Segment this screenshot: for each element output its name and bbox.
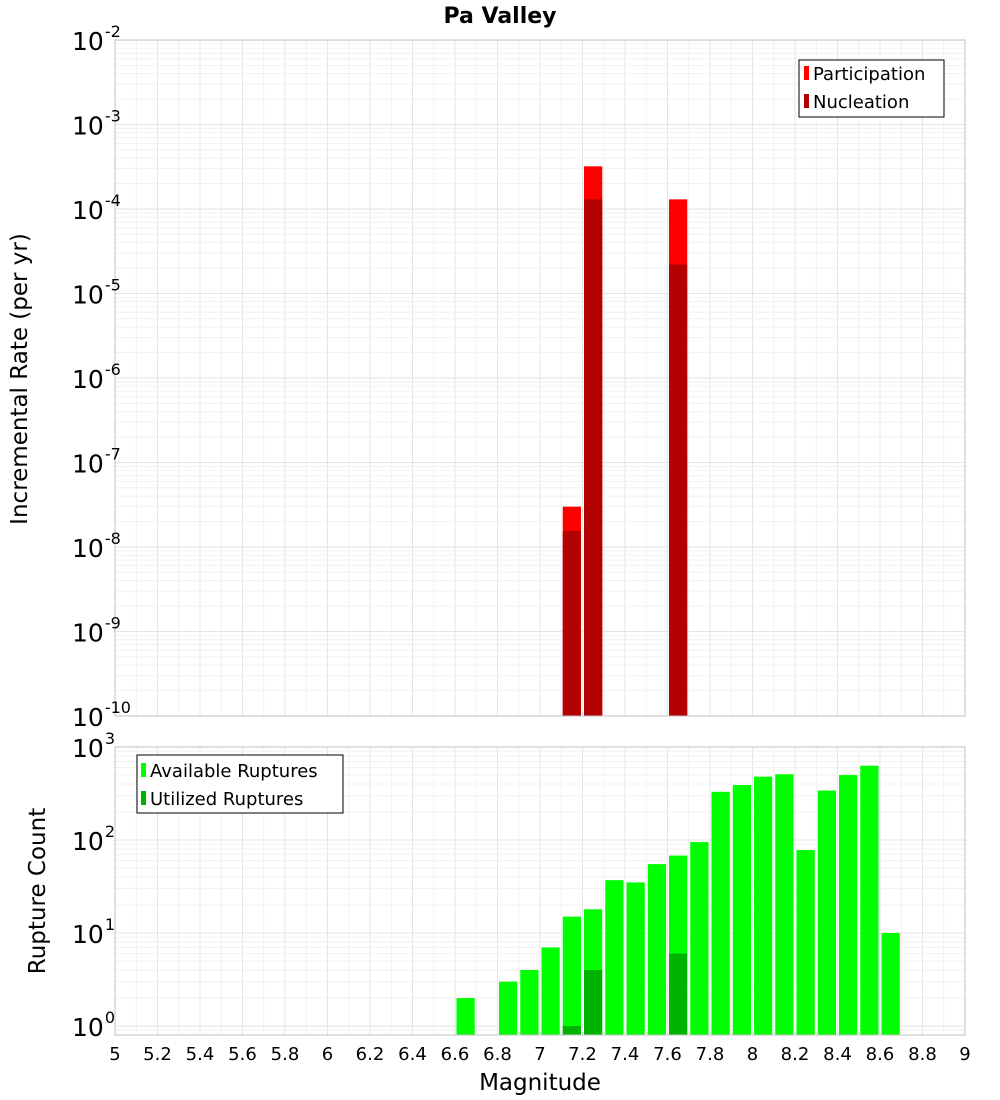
legend-label-nucleation: Nucleation: [813, 92, 909, 113]
count-bars: [456, 765, 900, 1035]
count-bar-s1: [690, 842, 709, 1035]
count-legend: Available Ruptures Utilized Ruptures: [136, 754, 344, 814]
legend-swatch-nucleation: [804, 94, 809, 108]
x-tick-label: 7.2: [568, 1044, 597, 1065]
x-tick-label: 8: [747, 1044, 758, 1065]
count-bar-s1: [647, 864, 666, 1035]
rate-y-axis-label: Incremental Rate (per yr): [7, 233, 33, 525]
rate-grid: [114, 40, 966, 717]
x-tick-label: 6: [322, 1044, 333, 1065]
count-bar-s1: [754, 776, 773, 1035]
count-bar-s1: [605, 880, 624, 1035]
x-tick-label: 6.8: [483, 1044, 512, 1065]
count-bar-s1: [796, 850, 815, 1035]
legend-swatch-utilized: [141, 791, 146, 805]
x-ticks: 5 5.2 5.4 5.6 5.8 6 6.2 6.4 6.6 6.8 7 7.2 7.4 7.6 7.8 8…: [109, 1044, 970, 1065]
count-bar-s2: [584, 969, 603, 1035]
legend-swatch-participation: [804, 66, 809, 80]
x-tick-label: 8.2: [781, 1044, 810, 1065]
count-y-tick-label: 103: [72, 729, 115, 763]
rate-legend-box: [798, 59, 945, 118]
count-bar-s1: [626, 882, 645, 1035]
rate-plot-frame: [114, 39, 966, 717]
rate-y-tick-label: 10-2: [72, 22, 121, 56]
x-tick-label: 6.2: [356, 1044, 385, 1065]
count-panel: 100 101 102 103 5 5.2 5.4 5.6 5.8 6 6.2 6.4 6.6 6.8 7…: [25, 729, 971, 1096]
count-bar-s1: [881, 932, 900, 1035]
rate-y-tick-label: 10-5: [72, 276, 121, 310]
count-y-tick-label: 101: [72, 915, 115, 949]
count-bar-s1: [839, 774, 858, 1035]
rate-y-tick-label: 10-6: [72, 360, 121, 394]
count-bar-s1: [456, 997, 475, 1035]
rate-bars: [562, 166, 688, 717]
count-bar-s1: [499, 981, 518, 1035]
rate-y-tick-label: 10-9: [72, 614, 121, 648]
rate-legend: Participation Nucleation: [798, 59, 945, 118]
x-tick-label: 7: [534, 1044, 545, 1065]
count-bar-s1: [520, 969, 539, 1035]
count-bar-s1: [775, 774, 794, 1035]
rate-bar-s2: [669, 264, 688, 716]
count-bar-s1: [711, 791, 730, 1035]
count-y-ticks: 100 101 102 103: [72, 729, 115, 1042]
x-tick-label: 8.4: [823, 1044, 852, 1065]
x-tick-label: 5.4: [186, 1044, 215, 1065]
x-tick-label: 7.8: [696, 1044, 725, 1065]
rate-bar-s2: [584, 199, 603, 717]
x-axis-label: Magnitude: [479, 1070, 601, 1096]
legend-swatch-available: [141, 763, 146, 777]
x-tick-label: 8.8: [908, 1044, 937, 1065]
legend-label-utilized: Utilized Ruptures: [150, 789, 303, 810]
count-bar-s1: [562, 916, 581, 1035]
rate-y-tick-label: 10-10: [72, 698, 131, 732]
x-tick-label: 7.4: [611, 1044, 640, 1065]
count-bar-s2: [669, 953, 688, 1035]
count-bar-s1: [860, 765, 879, 1035]
rate-y-tick-label: 10-8: [72, 529, 121, 563]
legend-label-participation: Participation: [813, 64, 925, 85]
count-y-tick-label: 100: [72, 1008, 115, 1042]
rate-panel: 10-10 10-9 10-8 10-7 10-6 10-5 10-4 10-3 10-2 In…: [7, 22, 966, 732]
rate-y-tick-label: 10-3: [72, 107, 121, 141]
x-tick-label: 6.6: [441, 1044, 470, 1065]
x-tick-label: 6.4: [398, 1044, 427, 1065]
count-legend-box: [136, 754, 344, 814]
rate-bar-s2: [562, 530, 581, 716]
x-tick-label: 7.6: [653, 1044, 682, 1065]
count-bar-s2: [562, 1025, 581, 1035]
rate-y-tick-label: 10-7: [72, 445, 121, 479]
rate-y-ticks: 10-10 10-9 10-8 10-7 10-6 10-5 10-4 10-3 10-2: [72, 22, 131, 732]
x-tick-label: 5: [109, 1044, 120, 1065]
count-bar-s1: [817, 790, 836, 1035]
x-tick-label: 5.2: [143, 1044, 172, 1065]
rate-y-tick-label: 10-4: [72, 191, 121, 225]
count-y-tick-label: 102: [72, 822, 115, 856]
count-y-axis-label: Rupture Count: [25, 808, 51, 974]
x-tick-label: 5.8: [271, 1044, 300, 1065]
legend-label-available: Available Ruptures: [150, 761, 318, 782]
x-tick-label: 5.6: [228, 1044, 257, 1065]
x-tick-label: 8.6: [866, 1044, 895, 1065]
count-bar-s1: [541, 947, 560, 1035]
count-bar-s1: [732, 785, 751, 1035]
chart-title: Pa Valley: [443, 4, 556, 29]
x-tick-label: 9: [959, 1044, 970, 1065]
count-plot-frame: [114, 746, 966, 1036]
